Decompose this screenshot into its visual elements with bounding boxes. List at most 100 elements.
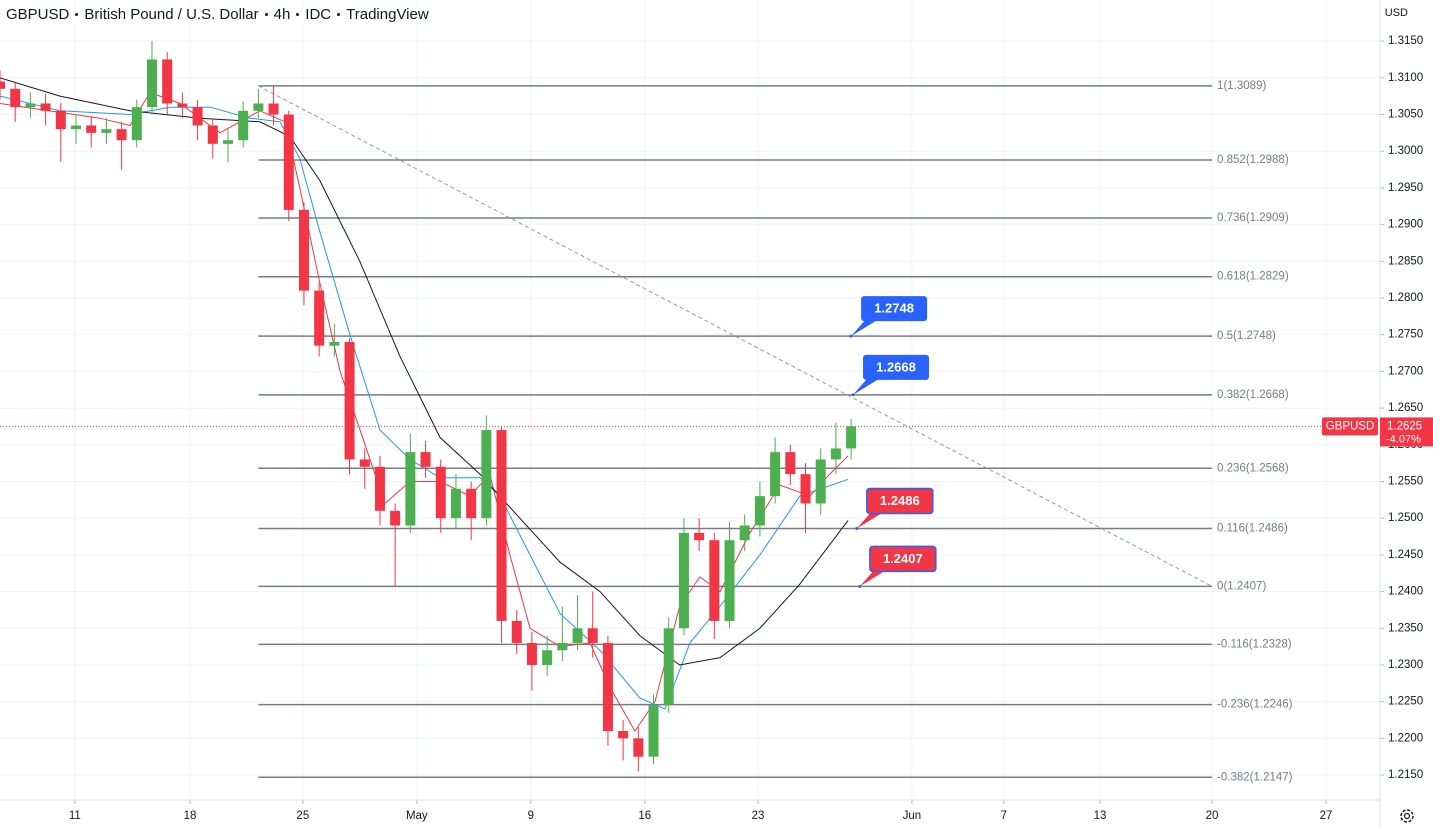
y-tick-label: 1.2650 [1388,402,1423,414]
callout-label: 1.2668 [876,359,916,374]
y-tick-label: 1.2300 [1388,659,1423,671]
fib-label: -0.116(1.2328) [1217,638,1292,650]
candle-body [390,510,401,526]
callout-box [869,545,937,573]
description: British Pound / U.S. Dollar [84,6,259,23]
x-tick-label: 25 [296,810,309,822]
candle-body [526,642,537,665]
candle-body [785,452,796,475]
candle-body [618,731,629,739]
grid [0,0,1380,800]
candle-body [10,88,21,108]
source: TradingView [346,6,429,23]
fib-label: -0.382(1.2147) [1217,771,1293,783]
callout-tail [853,378,880,395]
fib-label: 0.236(1.2568) [1217,462,1289,474]
candle-body [55,110,66,130]
exchange: IDC [305,6,332,23]
callout-label: 1.2748 [874,301,914,316]
symbol[interactable]: GBPUSD [6,6,70,23]
y-tick-label: 1.2200 [1388,732,1423,744]
callout-anchor [849,334,853,338]
y-tick-label: 1.2900 [1388,219,1423,231]
candle-body [572,628,583,643]
callout-tail [856,512,883,529]
candle-body [709,540,720,621]
candle-body [678,532,689,629]
fib-label: 1(1.3089) [1217,80,1266,92]
candle-body [481,430,492,519]
callout-box [866,487,934,515]
y-tick-label: 1.2700 [1388,365,1423,377]
candle-body [800,474,811,504]
candle-body [162,59,173,104]
candle-body [70,125,81,130]
candle-body [450,488,461,519]
callout-tail [859,570,886,587]
symbol-tag-bg [1322,417,1378,436]
moving-average [0,77,849,666]
candle-body [770,452,781,497]
candle-body [222,140,233,144]
candle-body [253,103,264,111]
y-tick-label: 1.2550 [1388,475,1423,487]
candle-body [283,114,294,210]
y-tick-label: 1.3000 [1388,145,1423,157]
candle-body [40,103,51,111]
y-tick-label: 1.2750 [1388,329,1423,341]
interval[interactable]: 4h [273,6,291,23]
y-tick-label: 1.2150 [1388,769,1423,781]
candle-body [739,525,750,541]
callout-anchor [858,584,862,588]
x-tick-label: 13 [1094,810,1107,822]
settings-button[interactable] [1400,809,1414,823]
currency-label: USD [1385,7,1408,19]
x-tick-label: 20 [1206,810,1219,822]
y-tick-label: 1.2800 [1388,292,1423,304]
candle-body [238,110,249,141]
candle-body [314,290,325,346]
fib-label: -0.236(1.2246) [1217,699,1293,711]
x-tick-label: 16 [638,810,651,822]
candle-body [192,107,203,126]
y-tick-label: 1.2400 [1388,586,1423,598]
candle-body [846,426,857,449]
fib-label: 0.116(1.2486) [1217,522,1288,534]
candle-body [633,738,644,757]
price-tag: 1.2625 [1387,420,1422,432]
x-tick-label: May [406,810,428,822]
x-tick-label: 18 [184,810,197,822]
callout-anchor [855,526,859,530]
candle-body [359,459,370,467]
y-tick-label: 1.3150 [1388,35,1423,47]
x-tick-label: 9 [528,810,534,822]
gear-ring [1400,809,1414,823]
x-tick-label: 11 [69,810,81,822]
candle-body [329,342,340,346]
callout-box [861,296,928,322]
fib-label: 0.382(1.2668) [1217,389,1289,401]
candle-body [830,448,841,460]
x-tick-label: Jun [903,810,922,822]
gear-hub [1403,812,1411,820]
y-tick-label: 1.2850 [1388,255,1423,267]
y-tick-label: 1.2950 [1388,182,1423,194]
candle-body [557,642,568,651]
y-tick-label: 1.3100 [1388,72,1423,84]
candle-body [511,620,522,643]
candle-body [496,430,507,621]
price-tag-bg [1380,417,1433,447]
candle-body [207,125,218,144]
candle-body [435,466,446,519]
candle-body [131,107,142,141]
y-tick-label: 1.2250 [1388,696,1423,708]
candle-body [542,650,553,665]
x-tick-label: 7 [1001,810,1007,822]
x-tick-label: 23 [752,810,765,822]
symbol-tag: GBPUSD [1326,420,1375,432]
candle-body [374,466,385,511]
change-tag: -4.07% [1386,433,1421,445]
candle-body [25,103,36,108]
